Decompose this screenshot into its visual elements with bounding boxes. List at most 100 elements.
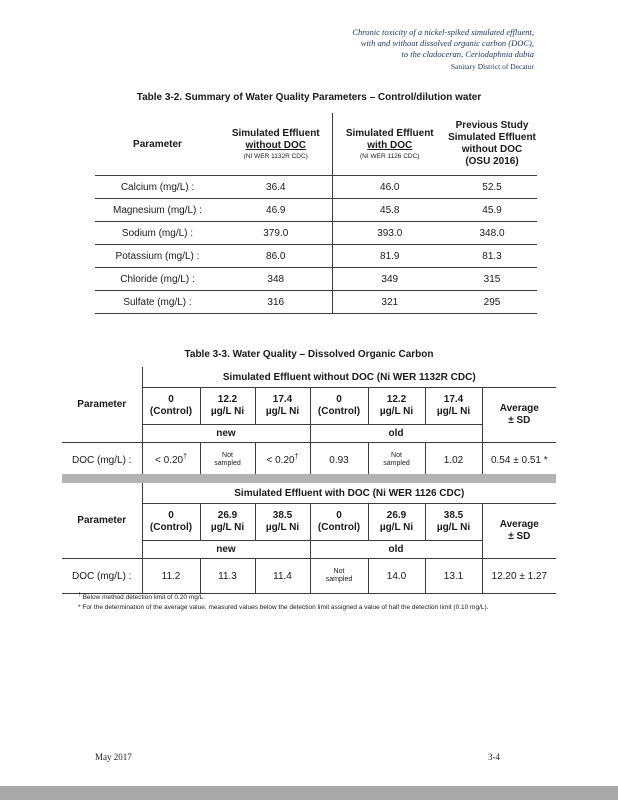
t33a-group-new: new [141,424,310,443]
footnote-marker: * [78,604,81,612]
t32-value-cell: 295 [447,290,537,314]
t32-value-cell: 46.0 [332,175,447,199]
header-title-line-3: to the cladoceran, Ceriodaphnia dubia [401,49,534,60]
table-row: Parameter Simulated Effluent with DOC (N… [62,483,557,559]
table-row: Sulfate (mg/L) : 316 321 295 [95,290,537,314]
t32-header-parameter: Parameter [95,113,220,176]
t32-value-cell: 36.4 [220,175,333,199]
t32-value-cell: 315 [447,267,537,291]
t33b-col-header: 26.9 µg/L Ni [199,503,255,541]
t32-param-cell: Potassium (mg/L) : [95,244,220,268]
table-row: Potassium (mg/L) : 86.0 81.9 81.3 [95,244,537,268]
header-title-line-1: Chronic toxicity of a nickel-spiked simu… [352,27,534,37]
t33b-average-header: Average ± SD [481,503,557,559]
t33b-col-header: 0 (Control) [309,503,368,541]
table-row: 0 (Control) 12.2 µg/L Ni 17.4 µg/L Ni 0 (Con… [62,387,557,443]
footnote-text: Below method detection limit of 0.20 mg/… [82,594,206,601]
footnote-detection-limit: † Below method detection limit of 0.20 m… [78,591,558,603]
t32-header-c3-line2: Simulated Effluent [448,132,536,143]
header-organization: Sanitary District of Decatur [450,62,534,72]
table-row: DOC (mg/L) : < 0.20† Not sampled < 0.20†… [62,442,557,478]
table-row: Sodium (mg/L) : 379.0 393.0 348.0 [95,221,537,245]
t33b-parameter-label: Parameter [62,483,143,559]
table-3-2-header-row: Parameter Simulated Effluent without DOC… [95,113,537,176]
t33b-value-cell: 14.0 [367,558,425,594]
t33b-group-old: old [309,540,482,559]
t33a-col-header: 0 (Control) [141,387,200,425]
table-row: 0 (Control) 26.9 µg/L Ni 38.5 µg/L Ni 0 (Con… [62,503,557,559]
table-3-2-title: Table 3-2. Summary of Water Quality Para… [136,92,482,103]
t32-header-c3-line1: Previous Study [455,120,529,131]
footnote-marker: † [78,591,81,598]
t32-param-cell: Calcium (mg/L) : [95,175,220,199]
t32-header-c3-line4: (OSU 2016) [465,156,519,167]
t32-value-cell: 321 [332,290,447,314]
t32-value-cell: 86.0 [220,244,333,268]
t32-value-cell: 349 [332,267,447,291]
t32-header-previous-study: Previous Study Simulated Effluent withou… [447,113,537,176]
t32-value-cell: 45.8 [332,198,447,222]
t33b-span-header: Simulated Effluent with DOC (Ni WER 1126… [142,483,557,504]
footnotes: † Below method detection limit of 0.20 m… [78,591,558,614]
header-title-line-2: with and without dissolved organic carbo… [360,38,534,49]
t32-value-cell: 348.0 [447,221,537,245]
t32-header-c2-line1: Simulated Effluent [345,128,434,139]
t33b-col-header: 38.5 µg/L Ni [424,503,482,541]
t33a-average-value: 0.54 ± 0.51 * [481,442,557,478]
t32-header-c1-sub: (NI WER 1132R CDC) [243,153,308,160]
t33a-average-header: Average ± SD [481,387,557,443]
t32-value-cell: 45.9 [447,198,537,222]
t32-param-cell: Sulfate (mg/L) : [95,290,220,314]
t33a-row-label: DOC (mg/L) : [62,442,143,478]
page-footer: May 2017 3-4 [95,752,500,762]
table-row: Calcium (mg/L) : 36.4 46.0 52.5 [95,175,537,199]
t33b-group-new: new [141,540,310,559]
t32-header-c1-line2: without DOC [245,140,307,151]
table-row: Parameter Simulated Effluent without DOC… [62,367,557,443]
t33a-group-old: old [309,424,482,443]
t33a-value-cell: 0.93 [309,442,368,478]
t32-value-cell: 316 [220,290,333,314]
t32-header-c2-sub: (NI WER 1126 CDC) [360,153,420,160]
table-row: new old [62,424,556,443]
t33a-value-cell: < 0.20† [141,442,200,478]
t32-value-cell: 393.0 [332,221,447,245]
t33a-span-header: Simulated Effluent without DOC (Ni WER 1… [142,367,557,388]
t32-value-cell: 46.9 [220,198,333,222]
t33b-value-cell: Not sampled [309,558,368,594]
t32-value-cell: 52.5 [447,175,537,199]
t32-value-cell: 81.3 [447,244,537,268]
t33a-col-header: 17.4 µg/L Ni [254,387,310,425]
footnote-average-rule: * For the determination of the average v… [78,603,558,613]
t32-header-c2-line2: with DOC [367,140,413,151]
t33b-average-value: 12.20 ± 1.27 [481,558,557,594]
footnote-text: For the determination of the average val… [82,604,489,612]
footer-page-number: 3-4 [488,752,500,762]
table-row: Chloride (mg/L) : 348 349 315 [95,267,537,291]
t33b-value-cell: 11.4 [254,558,310,594]
table-row: DOC (mg/L) : 11.2 11.3 11.4 Not sampled … [62,558,557,594]
t32-param-cell: Chloride (mg/L) : [95,267,220,291]
table-row: new old [62,540,556,559]
t33a-col-header: 17.4 µg/L Ni [424,387,482,425]
t32-value-cell: 379.0 [220,221,333,245]
table-row: Magnesium (mg/L) : 46.9 45.8 45.9 [95,198,537,222]
t33a-col-header: 0 (Control) [309,387,368,425]
table-3-3-without-doc: Parameter Simulated Effluent without DOC… [62,367,557,478]
document-header: Chronic toxicity of a nickel-spiked simu… [352,27,534,71]
t32-param-cell: Magnesium (mg/L) : [95,198,220,222]
t33a-value-cell: 1.02 [424,442,482,478]
t33a-value-cell: Not sampled [367,442,425,478]
t33a-parameter-label: Parameter [62,367,143,443]
table-3-2: Parameter Simulated Effluent without DOC… [95,113,537,314]
table-3-3-with-doc: Parameter Simulated Effluent with DOC (N… [62,483,557,594]
table-3-3-title: Table 3-3. Water Quality – Dissolved Org… [184,349,434,360]
t33b-value-cell: 13.1 [424,558,482,594]
t32-header-without-doc: Simulated Effluent without DOC (NI WER 1… [220,113,333,176]
t33b-value-cell: 11.2 [141,558,200,594]
table-separator-band [62,474,556,483]
t33b-col-header: 38.5 µg/L Ni [254,503,310,541]
t33b-col-header: 0 (Control) [141,503,200,541]
t32-header-c3-line3: without DOC [461,144,523,155]
